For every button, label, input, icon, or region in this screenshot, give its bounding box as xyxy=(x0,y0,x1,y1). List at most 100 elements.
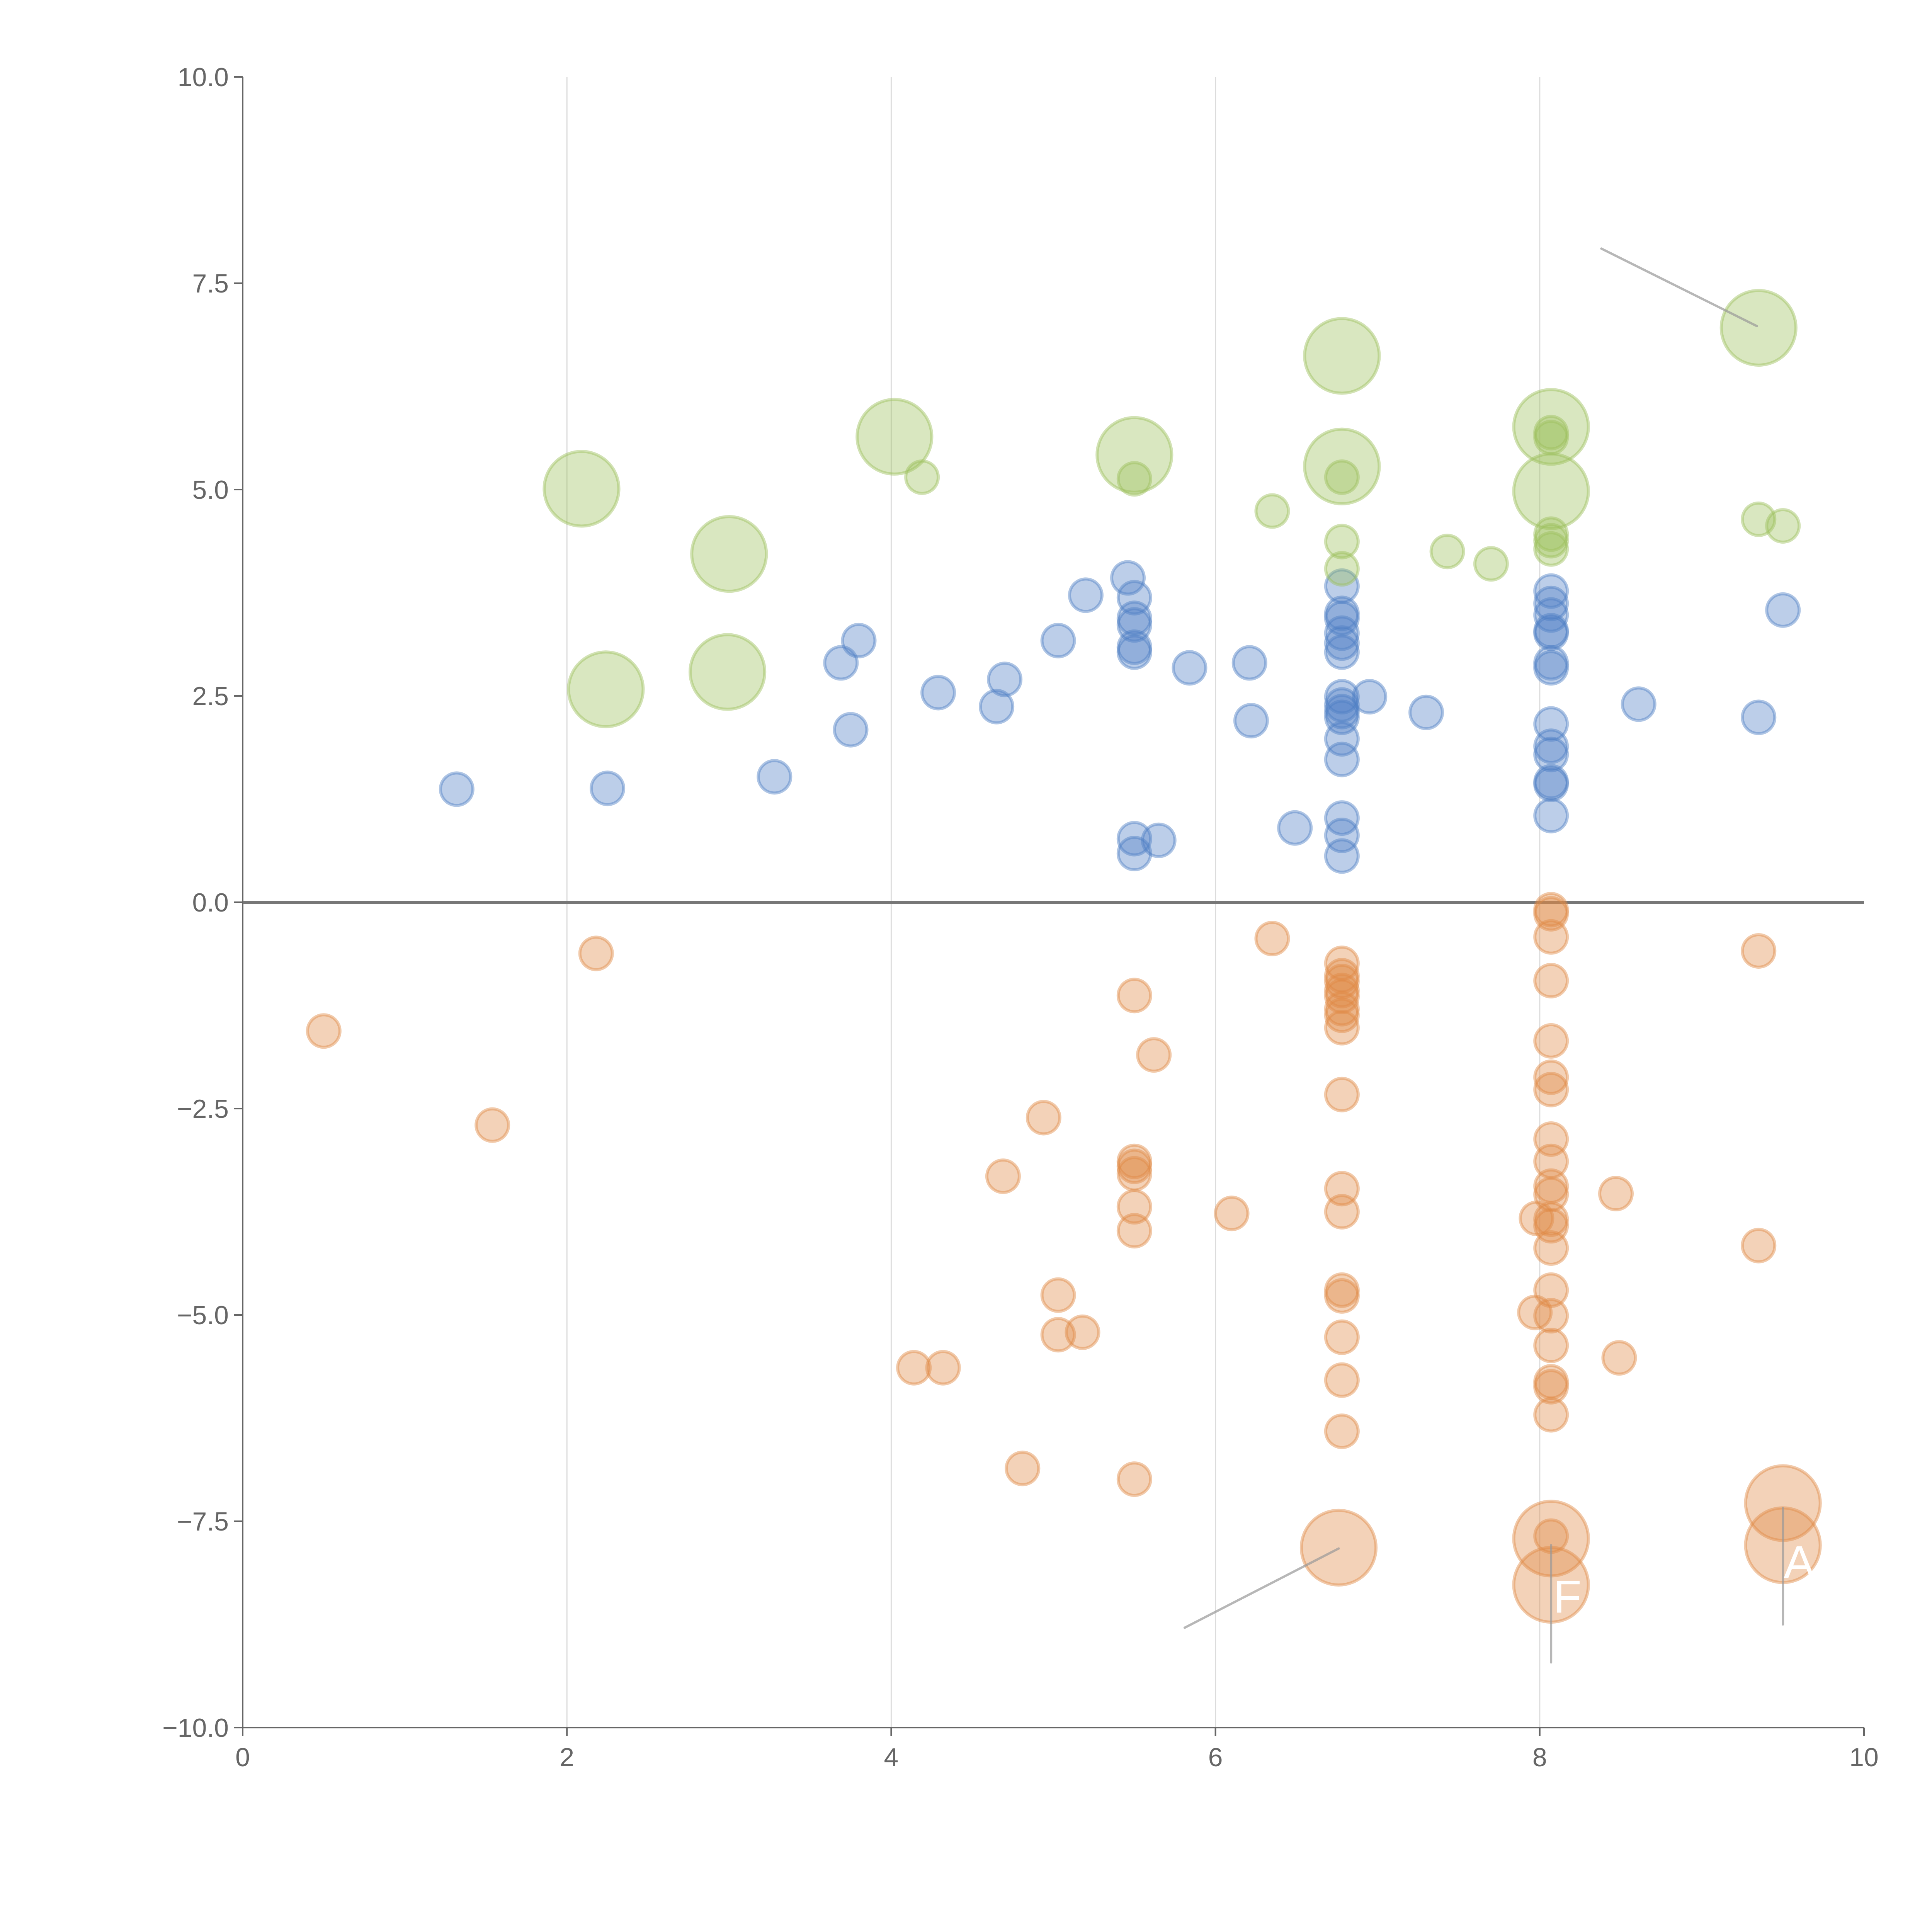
bubble-orange xyxy=(1601,1340,1637,1376)
bubble-blue xyxy=(1141,822,1177,858)
y-tick-label: 0.0 xyxy=(192,888,229,917)
bubble-orange xyxy=(1324,973,1360,1009)
bubble-blue xyxy=(1324,699,1360,735)
bubble-green xyxy=(1095,416,1173,494)
bubble-orange xyxy=(1533,1364,1569,1400)
bubble-green xyxy=(1533,531,1569,567)
bubble-green xyxy=(1765,508,1801,544)
bubble-blue xyxy=(1040,622,1076,658)
bubble-orange xyxy=(1324,1171,1360,1207)
bubble-orange xyxy=(1533,1071,1569,1107)
bubble-blue xyxy=(1533,573,1569,609)
y-tick-label: 2.5 xyxy=(192,682,229,711)
bubble-blue xyxy=(1533,736,1569,772)
bubble-orange xyxy=(1214,1196,1250,1231)
bubble-orange xyxy=(1533,896,1569,932)
bubble-orange xyxy=(306,1013,342,1049)
bubble-blue xyxy=(1324,679,1360,715)
bubble-orange xyxy=(925,1350,961,1386)
y-tick-label: −10.0 xyxy=(162,1713,229,1743)
bubble-orange xyxy=(1116,1148,1152,1184)
bubble-blue xyxy=(1533,764,1569,800)
bubble-orange xyxy=(1741,1228,1777,1264)
bubble-green xyxy=(1741,501,1777,537)
bubble-orange xyxy=(1533,1369,1569,1405)
bubble-green xyxy=(1324,524,1360,560)
y-tick-label: 7.5 xyxy=(192,269,229,298)
bubble-orange xyxy=(1533,1121,1569,1157)
bubble-blue xyxy=(1116,607,1152,643)
bubble-green xyxy=(1533,516,1569,552)
bubble-orange xyxy=(1533,1328,1569,1364)
bubble-orange xyxy=(985,1158,1021,1194)
bubble-blue xyxy=(1533,597,1569,633)
bubble-green xyxy=(1116,461,1152,497)
bubble-blue xyxy=(979,689,1015,724)
bubble-blue xyxy=(590,770,626,806)
bubble-blue xyxy=(1324,721,1360,757)
bubble-green xyxy=(689,633,767,711)
bubble-green xyxy=(690,515,768,593)
bubble-orange xyxy=(1324,958,1360,994)
bubble-orange xyxy=(1116,1143,1152,1179)
bubble-green xyxy=(1303,317,1381,395)
bubble-blue xyxy=(1533,645,1569,681)
bubble-green xyxy=(1533,415,1569,451)
bubble-orange xyxy=(1324,1077,1360,1112)
x-tick-label: 10 xyxy=(1849,1743,1879,1772)
bubble-green xyxy=(1429,534,1465,570)
bubble-orange xyxy=(1324,1413,1360,1449)
bubble-green xyxy=(1254,493,1290,529)
bubble-blue xyxy=(1324,625,1360,661)
bubble-green xyxy=(543,450,621,528)
bubble-orange xyxy=(1533,1177,1569,1213)
y-tick-label: 10.0 xyxy=(178,63,229,92)
bubble-orange xyxy=(1116,1189,1152,1225)
bubble-orange xyxy=(1324,991,1360,1027)
series-orange xyxy=(306,892,1822,1624)
bubble-blue xyxy=(1110,560,1146,596)
bubble-green xyxy=(1324,551,1360,587)
bubble-orange xyxy=(1324,964,1360,1000)
bubble-orange xyxy=(1065,1314,1100,1350)
bubble-blue xyxy=(1231,645,1267,681)
bubble-orange xyxy=(1533,1397,1569,1433)
bubble-blue xyxy=(439,771,474,807)
bubble-blue xyxy=(1116,580,1152,616)
bubble-blue xyxy=(987,662,1023,697)
bubble-blue xyxy=(1116,835,1152,871)
series-green xyxy=(543,289,1801,728)
bubble-orange xyxy=(1324,946,1360,981)
bubble-blue xyxy=(1533,798,1569,833)
bubble-orange xyxy=(578,935,614,971)
bubble-orange xyxy=(896,1350,932,1386)
x-tick-label: 6 xyxy=(1208,1743,1223,1772)
bubble-blue xyxy=(1533,706,1569,742)
bubble-blue xyxy=(1116,629,1152,665)
y-tick-label: 5.0 xyxy=(192,475,229,505)
bubble-blue xyxy=(920,675,956,711)
bubble-blue xyxy=(841,622,877,658)
bubble-orange xyxy=(1026,1100,1061,1136)
bubble-orange xyxy=(1533,1272,1569,1308)
bubble-orange xyxy=(1324,978,1360,1014)
annotation-line xyxy=(1600,247,1759,328)
bubble-orange xyxy=(1533,1230,1569,1266)
bubble-blue xyxy=(823,645,859,681)
bubble-orange xyxy=(1254,920,1290,956)
bubble-orange xyxy=(1517,1294,1553,1330)
bubble-blue xyxy=(757,759,793,795)
x-tick-label: 0 xyxy=(235,1743,250,1772)
bubble-blue xyxy=(1116,600,1152,636)
bubble-blue xyxy=(1324,800,1360,836)
bubble-orange xyxy=(1324,1278,1360,1314)
annotation-line xyxy=(1183,1547,1340,1629)
bubble-orange xyxy=(1533,1143,1569,1179)
y-tick-label: −5.0 xyxy=(177,1301,229,1330)
bubble-orange xyxy=(1533,963,1569,998)
bubble-blue xyxy=(1533,613,1569,649)
bubble-green xyxy=(1324,459,1360,495)
bubble-orange xyxy=(1533,1168,1569,1204)
bubble-orange xyxy=(1519,1201,1554,1236)
bubble-orange xyxy=(1533,919,1569,955)
